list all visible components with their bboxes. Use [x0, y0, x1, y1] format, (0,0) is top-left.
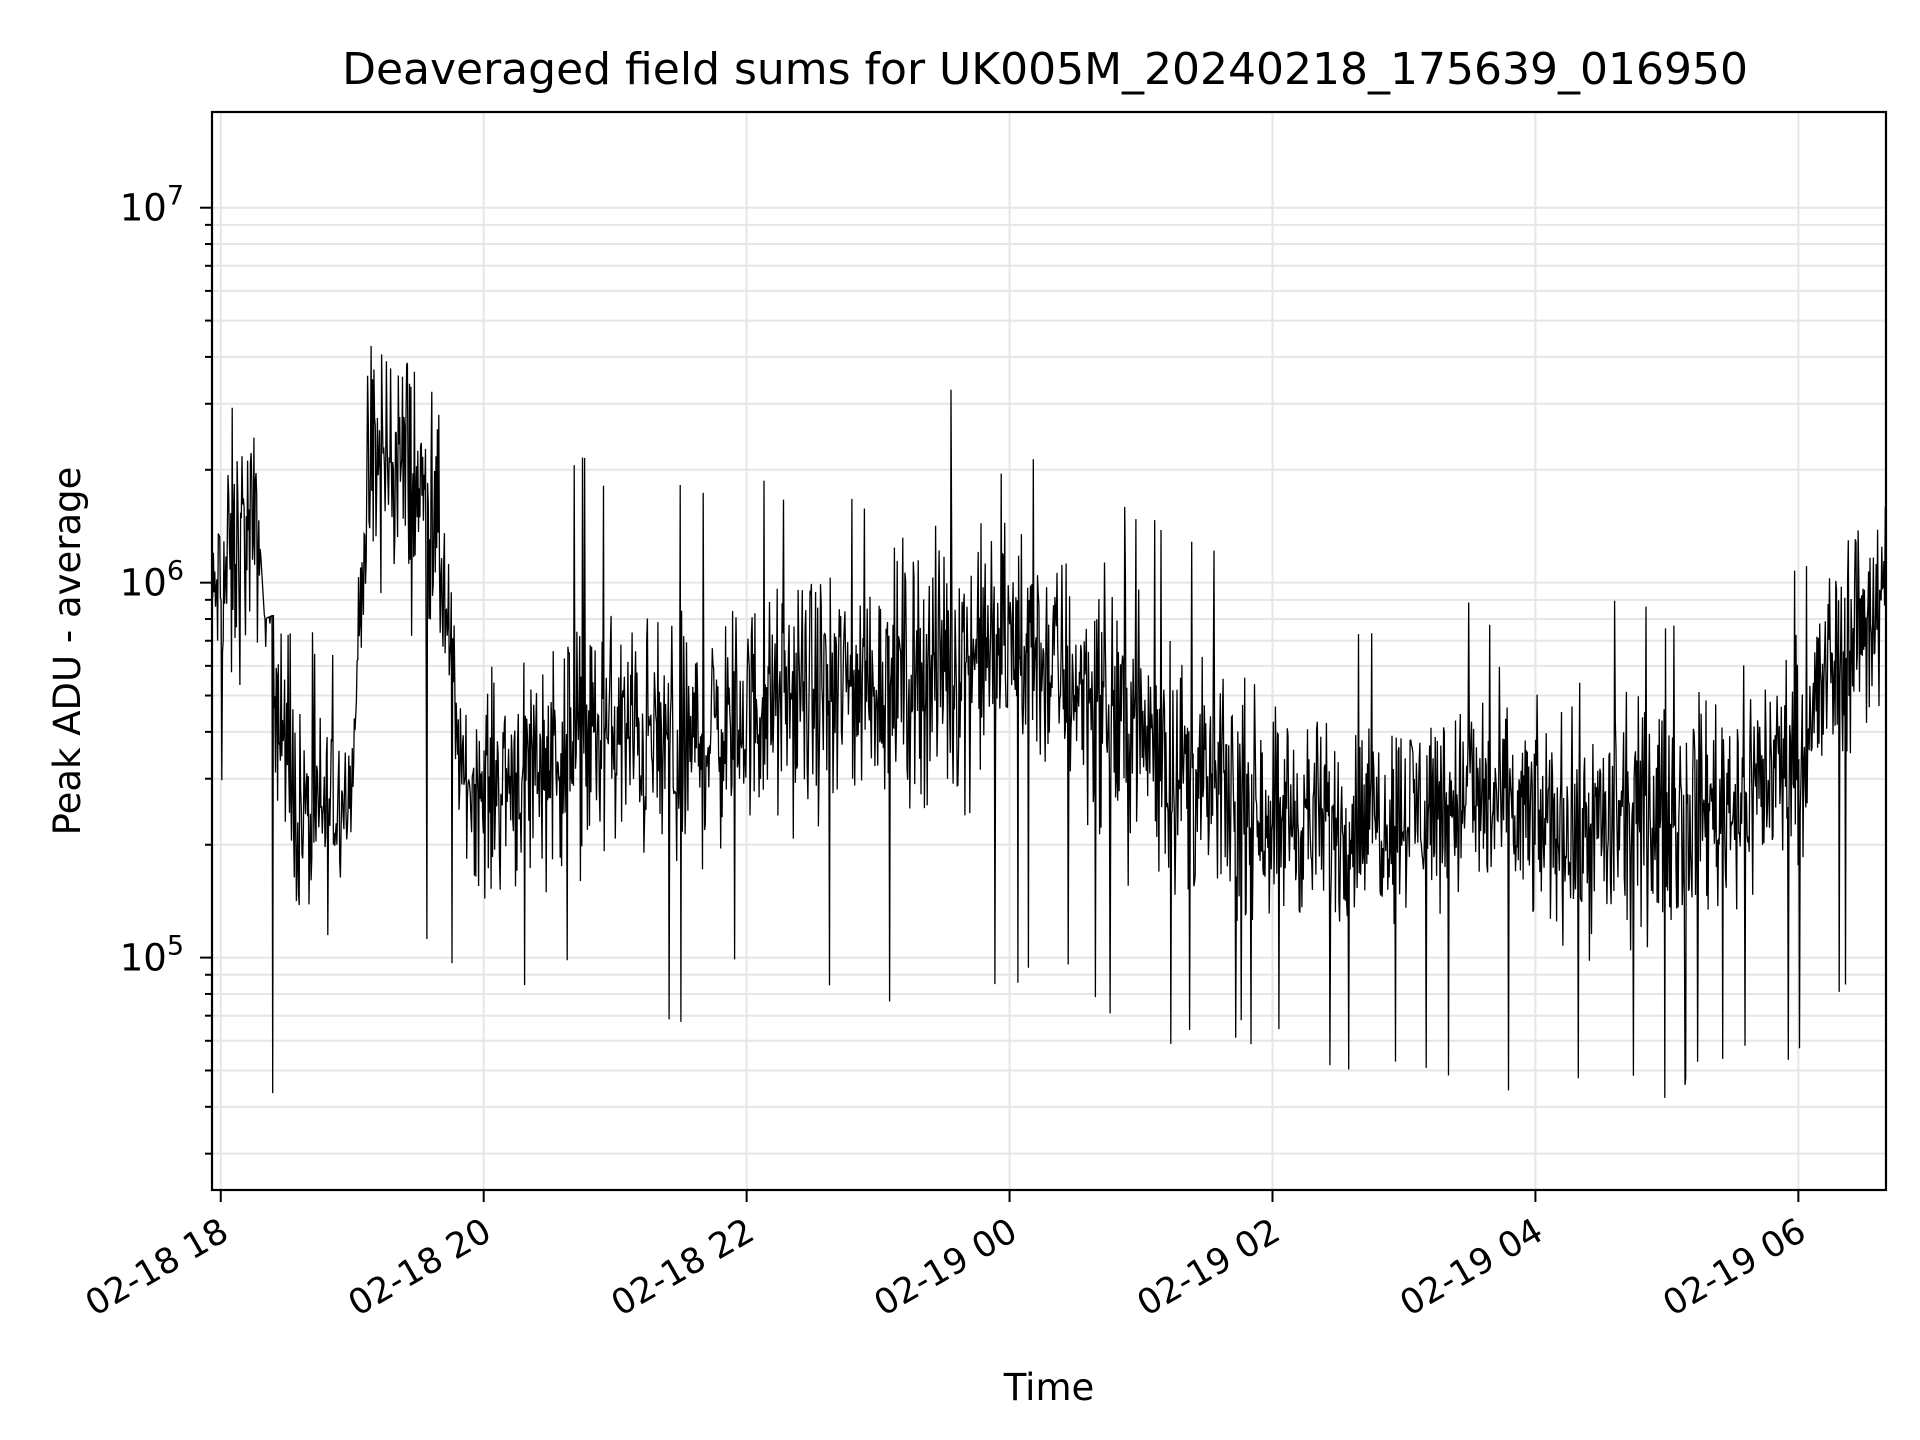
series-line — [211, 345, 1887, 1098]
y-tick-label: 105 — [120, 931, 184, 980]
y-tick-label: 106 — [120, 556, 184, 605]
chart-title: Deaveraged field sums for UK005M_2024021… — [342, 44, 1748, 95]
x-axis-label: Time — [1003, 1366, 1095, 1409]
y-axis: 105 106 107 — [120, 181, 212, 1155]
y-axis-label: Peak ADU - average — [46, 467, 89, 836]
plot-area — [210, 110, 1888, 1192]
y-tick-label: 107 — [120, 181, 184, 230]
series-layer — [211, 345, 1887, 1098]
plot-frame — [210, 110, 1888, 1192]
